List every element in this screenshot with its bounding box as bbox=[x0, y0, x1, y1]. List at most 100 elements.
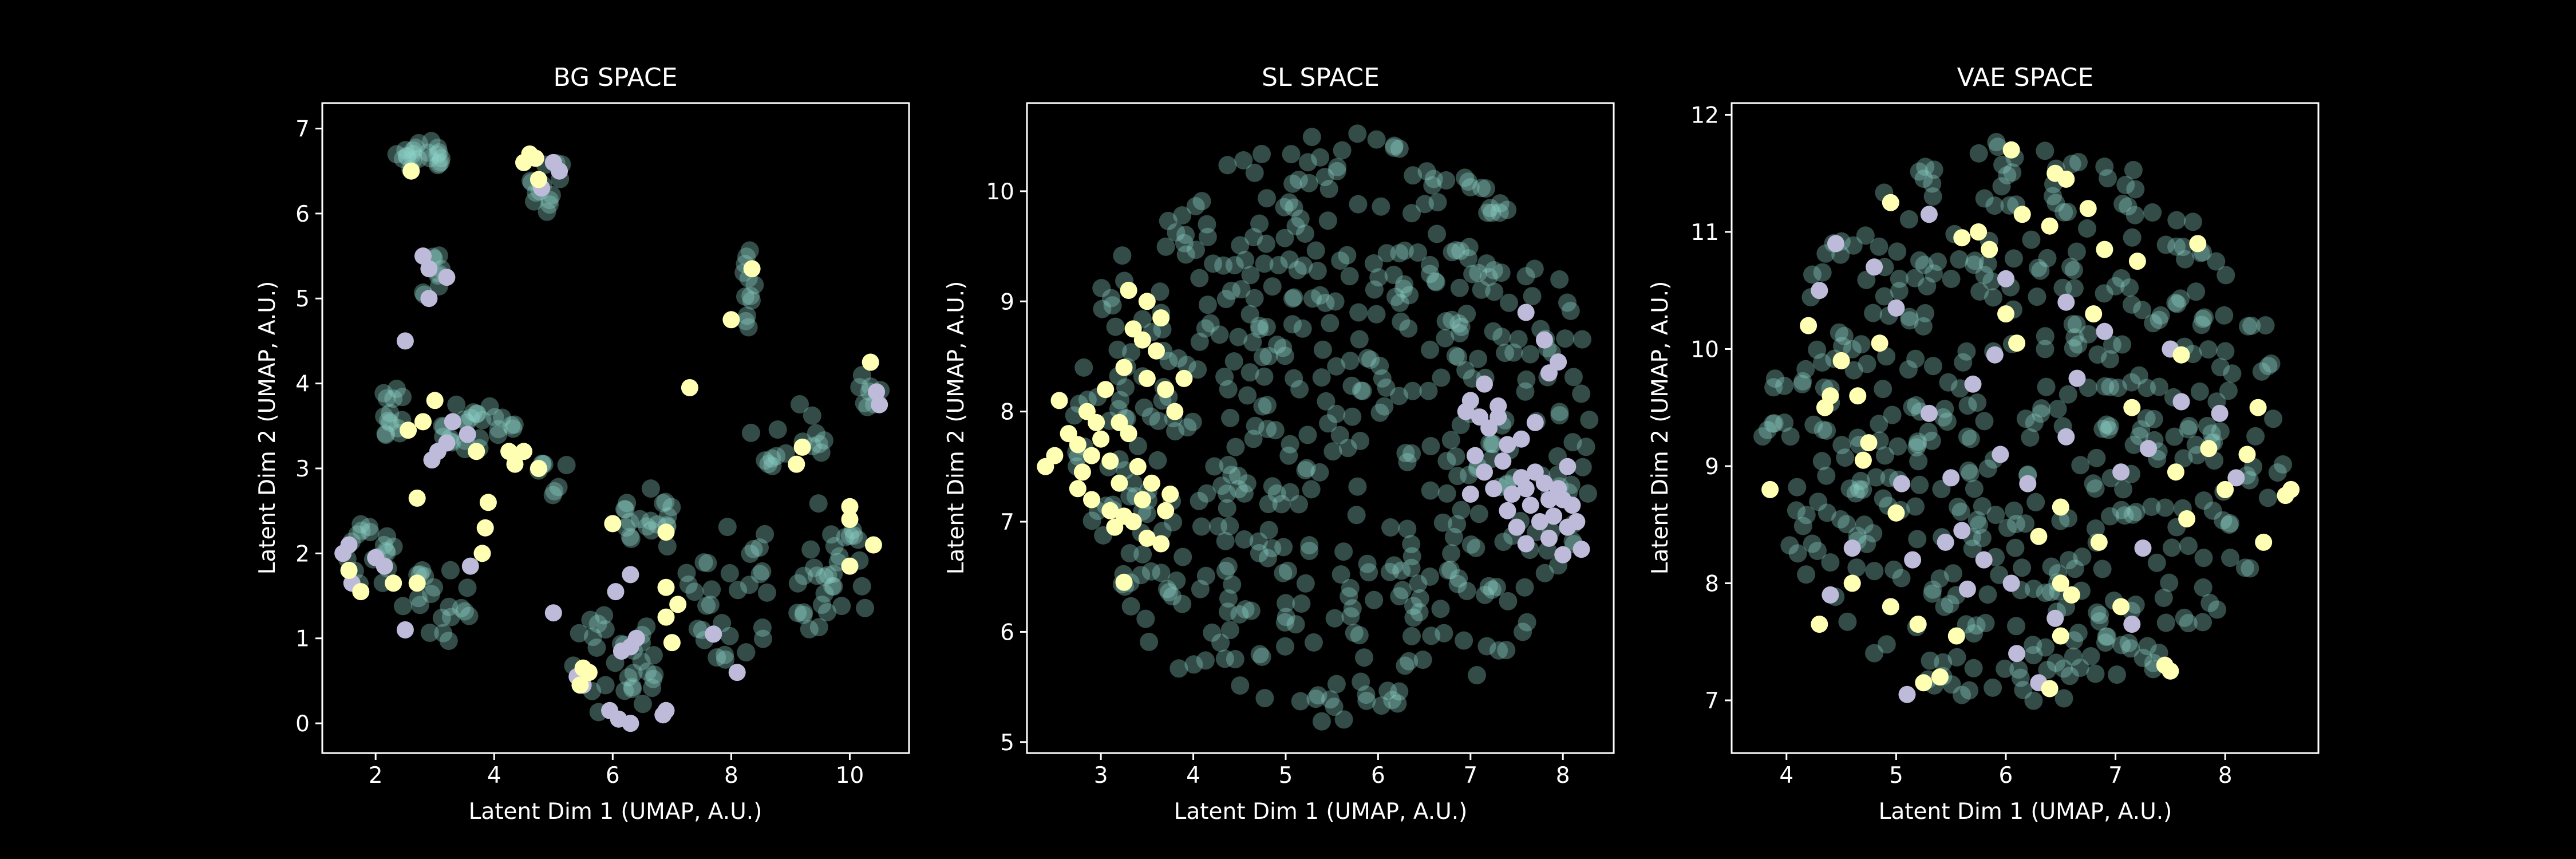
background-point bbox=[720, 626, 739, 645]
background-point bbox=[2048, 400, 2067, 419]
background-point bbox=[1965, 624, 1984, 643]
class-b-point bbox=[1904, 551, 1922, 569]
background-point bbox=[1109, 400, 1128, 419]
class-a-point bbox=[1133, 331, 1151, 349]
class-a-point bbox=[515, 153, 532, 171]
background-point bbox=[1321, 690, 1340, 709]
background-point bbox=[1481, 199, 1500, 218]
background-point bbox=[1934, 408, 1953, 427]
background-point bbox=[642, 521, 661, 540]
class-a-point bbox=[1157, 502, 1175, 519]
background-point bbox=[1906, 497, 1925, 516]
background-point bbox=[1957, 342, 1976, 361]
class-a-point bbox=[530, 460, 547, 477]
class-a-point bbox=[2238, 446, 2256, 463]
background-point bbox=[1907, 396, 1926, 415]
background-point bbox=[2166, 293, 2185, 312]
background-point bbox=[1198, 295, 1217, 314]
class-a-point bbox=[1046, 447, 1064, 464]
background-point bbox=[2029, 258, 2047, 277]
background-point bbox=[2063, 155, 2081, 174]
background-point bbox=[1432, 368, 1451, 387]
background-point bbox=[1484, 435, 1503, 454]
class-b-point bbox=[1997, 270, 2014, 287]
background-point bbox=[1477, 179, 1495, 198]
background-point bbox=[1483, 203, 1502, 222]
background-point bbox=[2142, 498, 2161, 516]
background-point bbox=[1423, 176, 1442, 195]
class-b-point bbox=[1535, 474, 1553, 492]
background-point bbox=[1269, 256, 1288, 274]
background-point bbox=[2058, 203, 2077, 222]
background-point bbox=[1235, 484, 1254, 503]
background-point bbox=[1250, 645, 1269, 664]
background-point bbox=[1472, 179, 1491, 198]
background-point bbox=[1294, 256, 1313, 275]
background-point bbox=[1190, 269, 1209, 287]
class-b-point bbox=[1898, 685, 1916, 703]
background-point bbox=[1413, 651, 1432, 669]
background-point bbox=[1525, 259, 1544, 278]
background-point bbox=[1218, 499, 1236, 518]
background-point bbox=[1484, 322, 1503, 341]
background-point bbox=[2115, 506, 2134, 525]
background-point bbox=[387, 145, 406, 164]
background-point bbox=[2124, 161, 2143, 179]
background-point bbox=[1236, 600, 1255, 618]
background-point bbox=[1369, 268, 1388, 287]
background-point bbox=[1331, 251, 1350, 270]
background-point bbox=[375, 407, 394, 425]
background-point bbox=[1428, 193, 1447, 212]
background-point bbox=[2179, 614, 2198, 633]
background-point bbox=[2258, 488, 2277, 507]
y-tick-label: 8 bbox=[1000, 400, 1014, 425]
background-point bbox=[431, 152, 450, 171]
background-point bbox=[1341, 352, 1360, 371]
class-b-point bbox=[1811, 282, 1828, 300]
background-point bbox=[1341, 607, 1360, 626]
background-point bbox=[1291, 210, 1310, 228]
background-point bbox=[2098, 627, 2117, 646]
background-point bbox=[2156, 235, 2175, 254]
background-point bbox=[1106, 317, 1125, 336]
background-point bbox=[1259, 347, 1278, 365]
background-point bbox=[2067, 242, 2086, 261]
background-point bbox=[1276, 637, 1294, 656]
background-point bbox=[1319, 414, 1338, 433]
background-point bbox=[1219, 456, 1238, 474]
background-point bbox=[2113, 335, 2132, 354]
class-a-point bbox=[2079, 200, 2097, 218]
class-b-point bbox=[2172, 393, 2190, 411]
background-point bbox=[1263, 277, 1282, 296]
panel-title: VAE SPACE bbox=[1957, 63, 2094, 92]
background-point bbox=[1310, 463, 1329, 482]
class-a-point bbox=[2128, 253, 2146, 270]
class-b-point bbox=[444, 413, 461, 431]
class-b-point bbox=[1545, 507, 1563, 525]
background-point bbox=[818, 603, 836, 622]
background-point bbox=[815, 568, 834, 586]
background-point bbox=[1102, 289, 1120, 308]
background-point bbox=[2176, 250, 2195, 269]
background-point bbox=[1450, 278, 1469, 297]
background-point bbox=[1921, 651, 1939, 670]
class-b-point bbox=[1975, 551, 1993, 569]
background-point bbox=[1253, 647, 1271, 666]
background-point bbox=[2079, 325, 2098, 344]
background-point bbox=[2064, 261, 2083, 279]
background-point bbox=[737, 643, 756, 662]
background-point bbox=[429, 143, 448, 162]
class-b-point bbox=[1517, 304, 1535, 321]
background-point bbox=[2147, 553, 2166, 572]
background-point bbox=[1328, 157, 1347, 176]
background-point bbox=[1196, 566, 1215, 585]
background-point bbox=[1411, 589, 1429, 608]
background-point bbox=[1281, 483, 1299, 502]
background-point bbox=[1133, 545, 1152, 564]
background-point bbox=[2064, 647, 2083, 666]
background-point bbox=[849, 530, 868, 549]
background-point bbox=[2038, 660, 2057, 679]
class-a-point bbox=[1909, 616, 1927, 633]
background-point bbox=[1385, 136, 1404, 155]
background-point bbox=[1843, 340, 1862, 358]
